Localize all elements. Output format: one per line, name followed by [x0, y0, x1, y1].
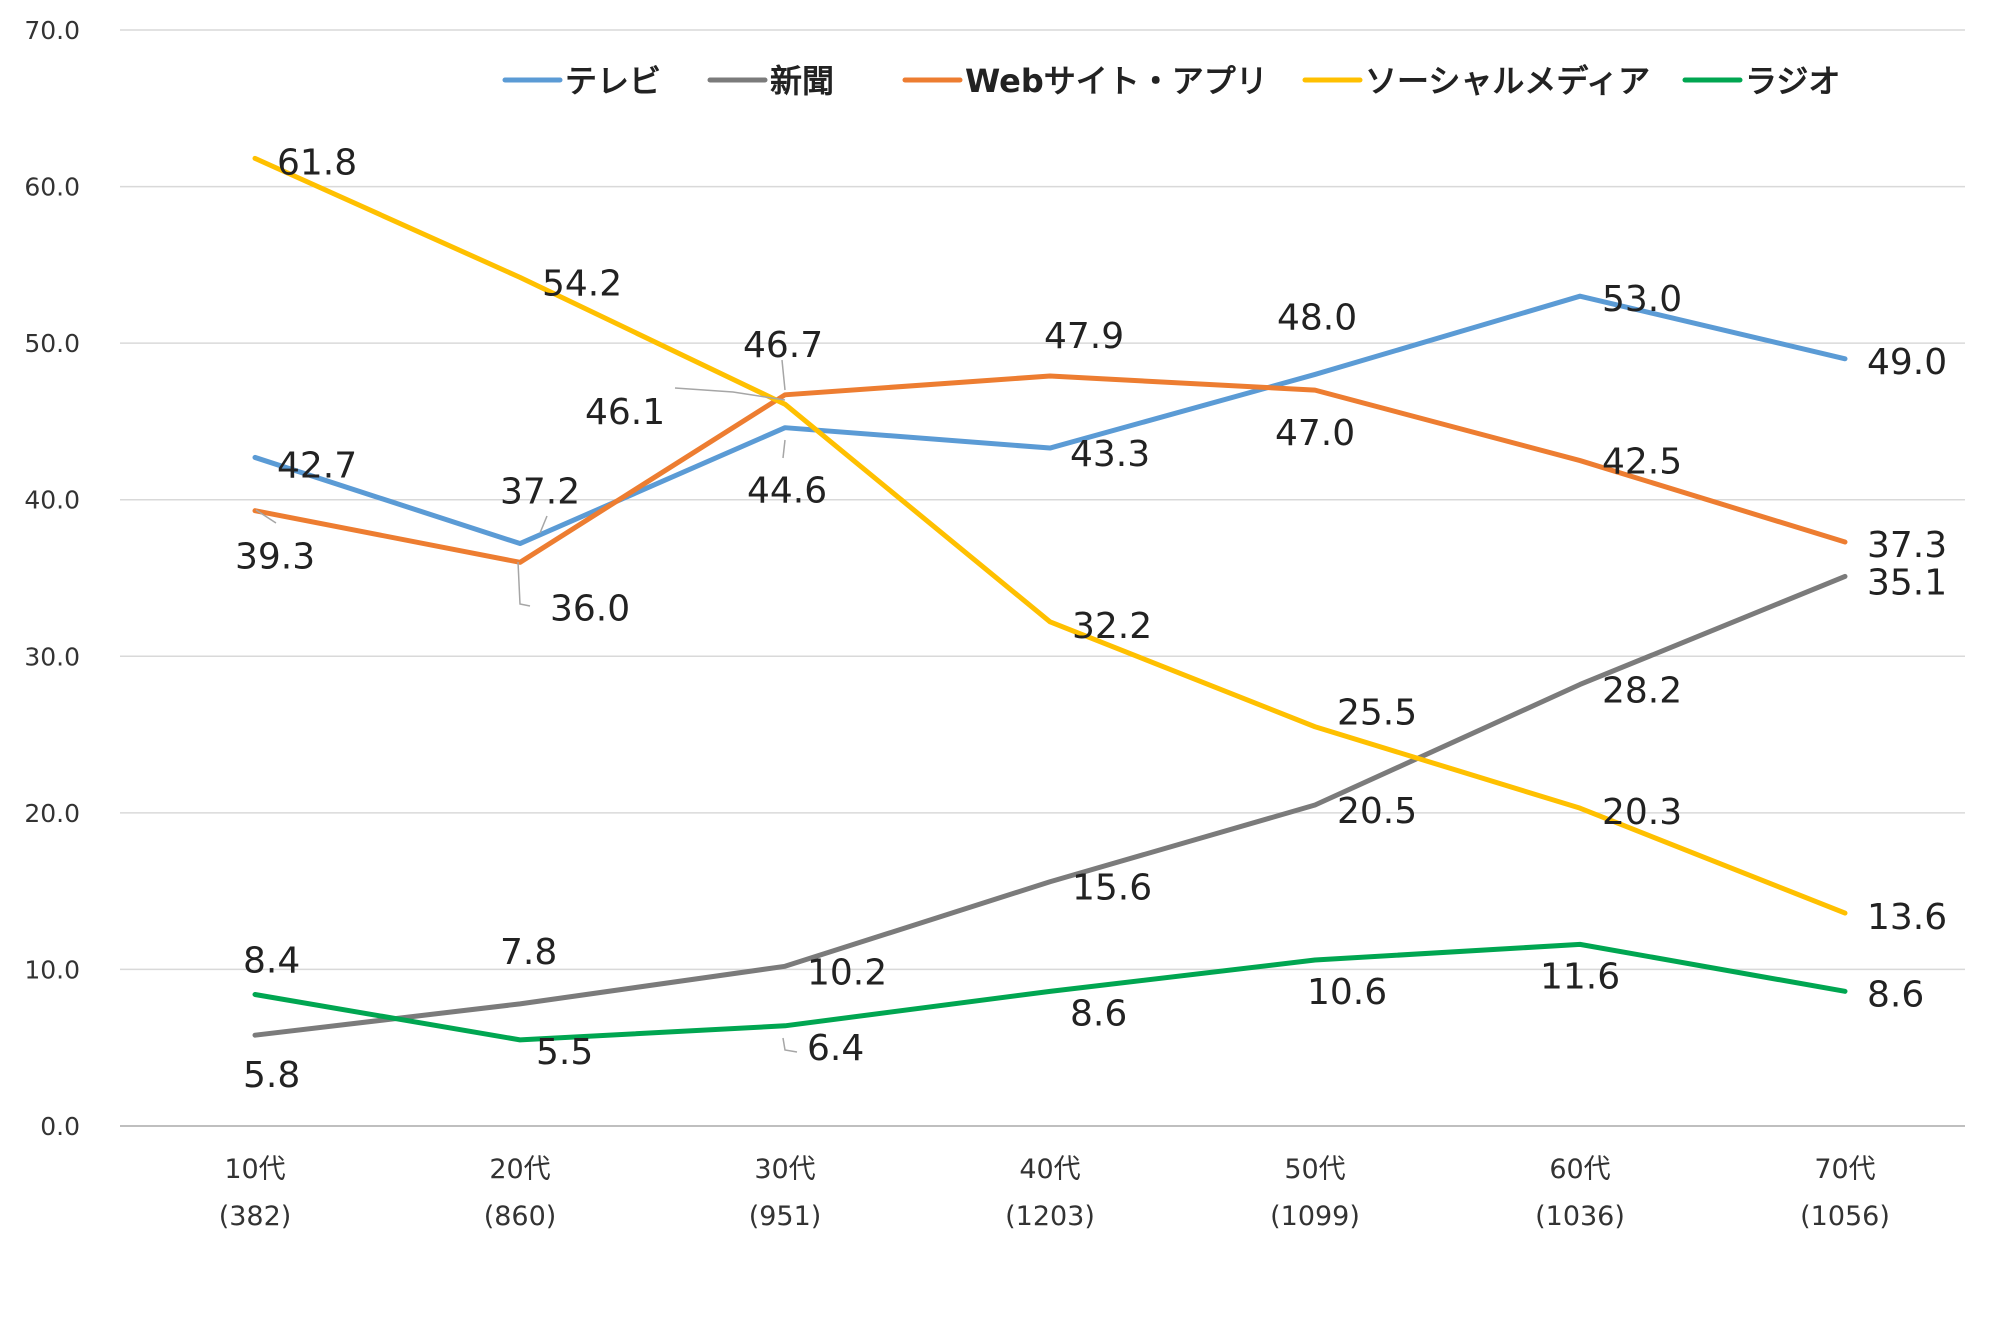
- y-tick-label: 20.0: [24, 799, 80, 828]
- data-label: 28.2: [1602, 670, 1682, 711]
- data-label: 42.7: [277, 445, 357, 486]
- x-tick-count-label: (1203): [1005, 1201, 1095, 1232]
- data-label: 11.6: [1540, 956, 1620, 997]
- data-label: 8.4: [243, 940, 300, 981]
- x-tick-count-label: (1056): [1800, 1201, 1890, 1232]
- y-tick-label: 70.0: [24, 16, 80, 45]
- data-label: 47.0: [1275, 413, 1355, 454]
- data-label: 6.4: [807, 1028, 864, 1069]
- data-label: 54.2: [542, 263, 622, 304]
- data-label: 37.3: [1867, 525, 1947, 566]
- y-tick-label: 60.0: [24, 173, 80, 202]
- x-tick-label: 50代: [1284, 1154, 1345, 1185]
- data-label: 8.6: [1070, 993, 1127, 1034]
- series-line-3: [252, 373, 1848, 565]
- data-label-leader: [781, 359, 786, 391]
- data-label: 43.3: [1070, 434, 1150, 475]
- x-tick-count-label: (951): [749, 1201, 822, 1232]
- data-label: 49.0: [1867, 342, 1947, 383]
- x-tick-count-label: (1099): [1270, 1201, 1360, 1232]
- series-line-1: [252, 293, 1848, 547]
- x-tick-label: 70代: [1814, 1154, 1875, 1185]
- legend-label: ソーシャルメディア: [1365, 62, 1650, 100]
- data-label: 7.8: [500, 932, 557, 973]
- data-label: 61.8: [277, 142, 357, 183]
- data-label: 8.6: [1867, 974, 1924, 1015]
- series-line-4: [252, 155, 1848, 916]
- data-label: 13.6: [1867, 897, 1947, 938]
- data-label: 48.0: [1277, 297, 1357, 338]
- data-label: 32.2: [1072, 606, 1152, 647]
- y-tick-label: 30.0: [24, 642, 80, 671]
- data-label-leader: [517, 561, 531, 607]
- data-label: 47.9: [1044, 316, 1124, 357]
- x-tick-label: 40代: [1019, 1154, 1080, 1185]
- data-label: 46.7: [743, 325, 823, 366]
- legend-label: Webサイト・アプリ: [965, 62, 1268, 100]
- data-label-leader: [255, 509, 277, 524]
- legend-label: 新聞: [770, 62, 834, 100]
- y-tick-label: 10.0: [24, 955, 80, 984]
- data-label: 46.1: [585, 392, 665, 433]
- y-tick-label: 50.0: [24, 329, 80, 358]
- data-label: 20.3: [1602, 792, 1682, 833]
- legend-label: テレビ: [565, 62, 661, 100]
- x-tick-count-label: (1036): [1535, 1201, 1625, 1232]
- x-tick-label: 60代: [1549, 1154, 1610, 1185]
- data-label: 5.8: [243, 1055, 300, 1096]
- data-label: 15.6: [1072, 868, 1152, 909]
- data-label-leader: [782, 1037, 798, 1053]
- data-label: 53.0: [1602, 279, 1682, 320]
- data-label: 5.5: [536, 1032, 593, 1073]
- data-label: 20.5: [1337, 791, 1417, 832]
- data-label: 25.5: [1337, 693, 1417, 734]
- series-line-2: [252, 573, 1848, 1038]
- x-tick-count-label: (382): [219, 1201, 292, 1232]
- data-label-leader: [674, 387, 786, 401]
- legend-label: ラジオ: [1745, 62, 1840, 100]
- data-label: 36.0: [550, 588, 630, 629]
- data-label: 10.6: [1307, 972, 1387, 1013]
- x-tick-label: 30代: [754, 1154, 815, 1185]
- y-tick-label: 0.0: [40, 1112, 80, 1141]
- data-label: 35.1: [1867, 562, 1947, 603]
- x-tick-label: 20代: [489, 1154, 550, 1185]
- data-label: 39.3: [235, 537, 315, 578]
- data-label-leader: [782, 439, 786, 459]
- data-label-leader: [539, 515, 548, 534]
- x-tick-label: 10代: [224, 1154, 285, 1185]
- data-label: 44.6: [747, 471, 827, 512]
- data-label: 42.5: [1602, 442, 1682, 483]
- data-label: 10.2: [807, 952, 887, 993]
- x-tick-count-label: (860): [484, 1201, 557, 1232]
- data-label: 37.2: [500, 472, 580, 513]
- series-line-5: [252, 941, 1848, 1043]
- y-tick-label: 40.0: [24, 486, 80, 515]
